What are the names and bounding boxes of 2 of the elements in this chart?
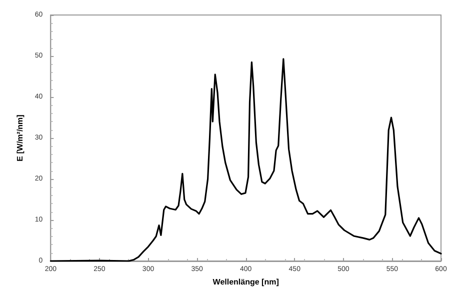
- x-axis-title: Wellenlänge [nm]: [212, 277, 280, 286]
- y-axis-title: E [W/m²/nm]: [16, 114, 24, 162]
